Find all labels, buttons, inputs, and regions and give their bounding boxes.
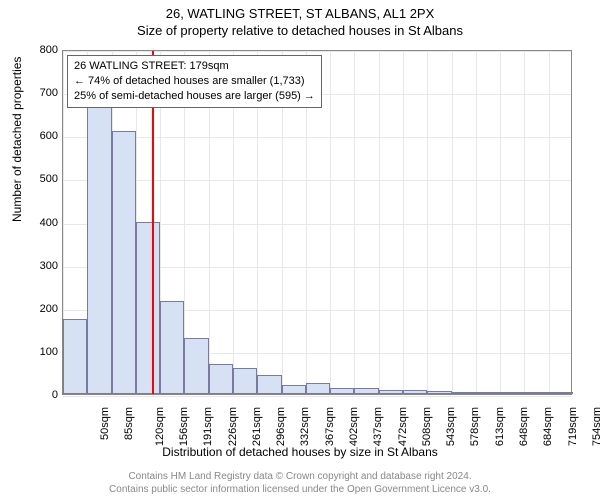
gridline-h — [63, 180, 571, 181]
footer-line2: Contains public sector information licen… — [0, 484, 600, 497]
histogram-bar — [87, 107, 111, 394]
histogram-bar — [403, 390, 427, 394]
chart-container: 26, WATLING STREET, ST ALBANS, AL1 2PX S… — [0, 0, 600, 500]
gridline-v — [549, 51, 550, 394]
title-subtitle: Size of property relative to detached ho… — [0, 21, 600, 38]
title-address: 26, WATLING STREET, ST ALBANS, AL1 2PX — [0, 0, 600, 21]
gridline-v — [403, 51, 404, 394]
x-tick-label: 226sqm — [227, 407, 239, 446]
histogram-bar — [500, 392, 524, 394]
histogram-bar — [282, 385, 306, 394]
histogram-bar — [427, 391, 451, 394]
gridline-h — [63, 51, 571, 52]
x-tick-label: 402sqm — [348, 407, 360, 446]
x-tick-label: 437sqm — [372, 407, 384, 446]
x-tick-label: 156sqm — [178, 407, 190, 446]
x-tick-label: 85sqm — [123, 407, 135, 440]
histogram-bar — [330, 388, 354, 394]
x-tick-label: 296sqm — [275, 407, 287, 446]
y-tick-label: 400 — [40, 217, 58, 229]
callout-line2: ← 74% of detached houses are smaller (1,… — [74, 74, 315, 89]
x-axis-label: Distribution of detached houses by size … — [0, 445, 600, 459]
x-tick-label: 120sqm — [154, 407, 166, 446]
histogram-bar — [136, 222, 160, 395]
histogram-bar — [354, 388, 378, 394]
gridline-v — [452, 51, 453, 394]
histogram-bar — [63, 319, 87, 394]
attribution-footer: Contains HM Land Registry data © Crown c… — [0, 471, 600, 496]
x-tick-label: 613sqm — [494, 407, 506, 446]
histogram-bar — [233, 368, 257, 394]
y-tick-label: 100 — [40, 346, 58, 358]
y-tick-label: 0 — [52, 389, 58, 401]
histogram-bar — [306, 383, 330, 394]
x-tick-label: 543sqm — [445, 407, 457, 446]
callout-box: 26 WATLING STREET: 179sqm ← 74% of detac… — [67, 55, 322, 108]
gridline-v — [379, 51, 380, 394]
gridline-v — [500, 51, 501, 394]
x-tick-label: 50sqm — [99, 407, 111, 440]
y-tick-label: 200 — [40, 303, 58, 315]
y-tick-label: 600 — [40, 130, 58, 142]
gridline-v — [476, 51, 477, 394]
y-tick-label: 700 — [40, 87, 58, 99]
x-tick-label: 578sqm — [470, 407, 482, 446]
x-tick-label: 261sqm — [251, 407, 263, 446]
x-tick-label: 332sqm — [300, 407, 312, 446]
histogram-bar — [379, 390, 403, 394]
histogram-bar — [257, 375, 281, 394]
gridline-v — [427, 51, 428, 394]
gridline-h — [63, 396, 571, 397]
x-tick-label: 508sqm — [421, 407, 433, 446]
histogram-bar — [209, 364, 233, 394]
gridline-v — [330, 51, 331, 394]
histogram-bar — [112, 131, 136, 394]
y-tick-label: 300 — [40, 260, 58, 272]
y-tick-label: 500 — [40, 173, 58, 185]
x-tick-label: 754sqm — [591, 407, 600, 446]
callout-line1: 26 WATLING STREET: 179sqm — [74, 59, 315, 74]
x-tick-label: 367sqm — [324, 407, 336, 446]
x-tick-label: 719sqm — [567, 407, 579, 446]
footer-line1: Contains HM Land Registry data © Crown c… — [0, 471, 600, 484]
gridline-v — [524, 51, 525, 394]
histogram-bar — [184, 338, 208, 394]
histogram-bar — [524, 392, 548, 394]
gridline-v — [354, 51, 355, 394]
gridline-h — [63, 137, 571, 138]
x-tick-label: 472sqm — [397, 407, 409, 446]
x-tick-label: 191sqm — [202, 407, 214, 446]
histogram-bar — [160, 301, 184, 394]
histogram-bar — [476, 392, 500, 394]
x-tick-label: 648sqm — [518, 407, 530, 446]
histogram-bar — [452, 392, 476, 394]
y-axis-label: Number of detached properties — [10, 57, 24, 222]
histogram-bar — [549, 392, 573, 394]
y-tick-label: 800 — [40, 44, 58, 56]
x-tick-label: 684sqm — [542, 407, 554, 446]
callout-line3: 25% of semi-detached houses are larger (… — [74, 89, 315, 104]
